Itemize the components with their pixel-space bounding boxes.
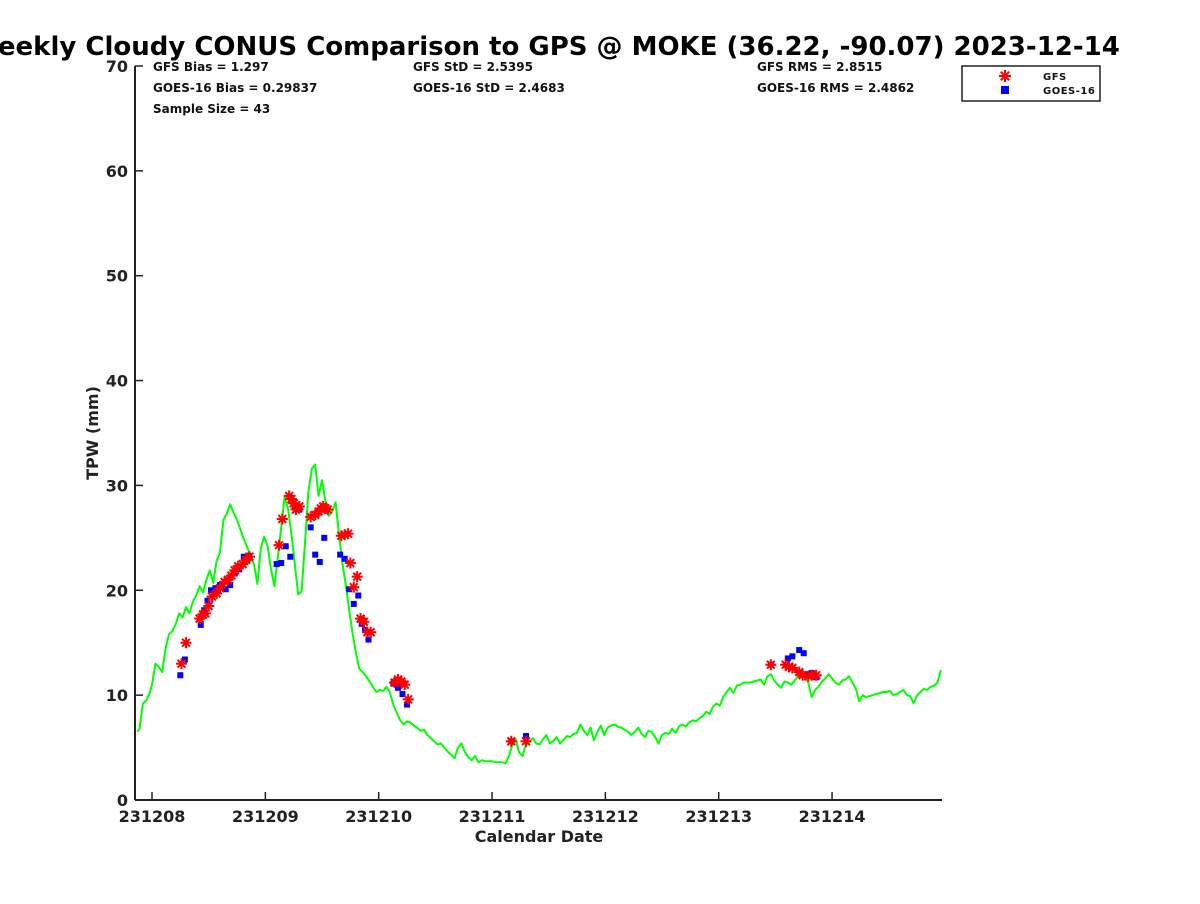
goes-16-point	[341, 555, 348, 562]
goes-16-point	[278, 560, 285, 567]
gfs-point	[243, 551, 255, 563]
gfs-point	[520, 735, 532, 747]
gfs-point	[273, 539, 285, 551]
y-tick-label: 50	[106, 267, 128, 286]
legend-gfs-marker	[999, 70, 1011, 82]
gfs-std-stat: GFS StD = 2.5395	[413, 60, 533, 74]
goes-16-point	[316, 558, 323, 565]
goes-16-point	[789, 653, 796, 660]
gfs-point	[365, 626, 377, 638]
x-tick-label: 231214	[799, 807, 866, 826]
goes-16-point	[273, 561, 280, 568]
goes-16-point	[204, 597, 211, 604]
x-tick-label: 231212	[572, 807, 639, 826]
x-tick-label: 231209	[232, 807, 299, 826]
goes-16-point	[236, 566, 243, 573]
gfs-point	[505, 735, 517, 747]
gfs-point	[203, 600, 215, 612]
goes-rms-stat: GOES-16 RMS = 2.4862	[757, 81, 914, 95]
gps-line	[136, 463, 942, 765]
gfs-point	[293, 500, 305, 512]
x-tick-label: 231213	[685, 807, 752, 826]
gfs-point	[276, 513, 288, 525]
gfs-point	[322, 504, 334, 516]
goes-16-point	[394, 684, 401, 691]
goes-16-point	[207, 587, 214, 594]
y-tick-label: 20	[106, 581, 128, 600]
goes-16-point	[282, 543, 289, 550]
gfs-point	[348, 581, 360, 593]
y-tick-label: 40	[106, 372, 128, 391]
goes-16-point	[227, 582, 234, 589]
gfs-point	[285, 493, 297, 505]
gfs-rms-stat: GFS RMS = 2.8515	[757, 60, 882, 74]
gfs-point	[180, 637, 192, 649]
x-axis-label: Calendar Date	[475, 827, 604, 846]
gfs-point	[810, 669, 822, 681]
x-tick-label: 231210	[345, 807, 412, 826]
y-tick-label: 70	[106, 57, 128, 76]
gfs-point	[402, 693, 414, 705]
gfs-point	[342, 528, 354, 540]
plot-area: 0 10 20 30 40 50 60 70 231208 231209 231210 231211 2…	[106, 57, 942, 826]
y-axis-label: TPW (mm)	[83, 386, 102, 480]
goes-16-point	[784, 655, 791, 662]
goes-16-point	[346, 586, 353, 593]
gfs-point	[175, 658, 187, 670]
gfs-point	[358, 616, 370, 628]
legend-label: GFS	[1043, 72, 1067, 83]
gfs-point	[351, 571, 363, 583]
sample-size-stat: Sample Size = 43	[153, 102, 270, 116]
y-tick-label: 60	[106, 162, 128, 181]
goes-16-point	[796, 647, 803, 654]
chart-title: Weekly Cloudy CONUS Comparison to GPS @ …	[0, 32, 1120, 62]
goes-16-point	[365, 636, 372, 643]
goes-16-point	[307, 524, 314, 531]
x-tick-label: 231211	[459, 807, 526, 826]
goes-std-stat: GOES-16 StD = 2.4683	[413, 81, 565, 95]
gfs-point	[214, 582, 226, 594]
gfs-point	[399, 679, 411, 691]
gfs-point	[765, 659, 777, 671]
y-tick-label: 10	[106, 686, 128, 705]
legend: GFS GOES-16	[961, 65, 1101, 102]
goes-16-point	[312, 551, 319, 558]
goes-bias-stat: GOES-16 Bias = 0.29837	[153, 81, 317, 95]
goes-16-point	[399, 691, 406, 698]
legend-label: GOES-16	[1043, 86, 1095, 97]
goes-16-point	[404, 701, 411, 708]
goes-16-point	[800, 650, 807, 657]
goes-16-point	[222, 586, 229, 593]
goes-16-point	[287, 553, 294, 560]
goes-16-point	[337, 551, 344, 558]
goes-16-point	[355, 592, 362, 599]
goes-16-point	[350, 600, 357, 607]
stats-block: GFS Bias = 1.297 GOES-16 Bias = 0.29837 Sa…	[153, 60, 914, 116]
legend-goes-marker	[1001, 86, 1009, 94]
goes-16-point	[197, 621, 204, 628]
goes-16-point	[201, 607, 208, 614]
x-tick-label: 231208	[119, 807, 186, 826]
y-tick-label: 0	[117, 791, 128, 810]
y-tick-label: 30	[106, 476, 128, 495]
legend-box	[961, 65, 1101, 102]
gfs-point	[344, 557, 356, 569]
goes-16-point	[321, 534, 328, 541]
goes-16-point	[177, 672, 184, 679]
gfs-bias-stat: GFS Bias = 1.297	[153, 60, 269, 74]
